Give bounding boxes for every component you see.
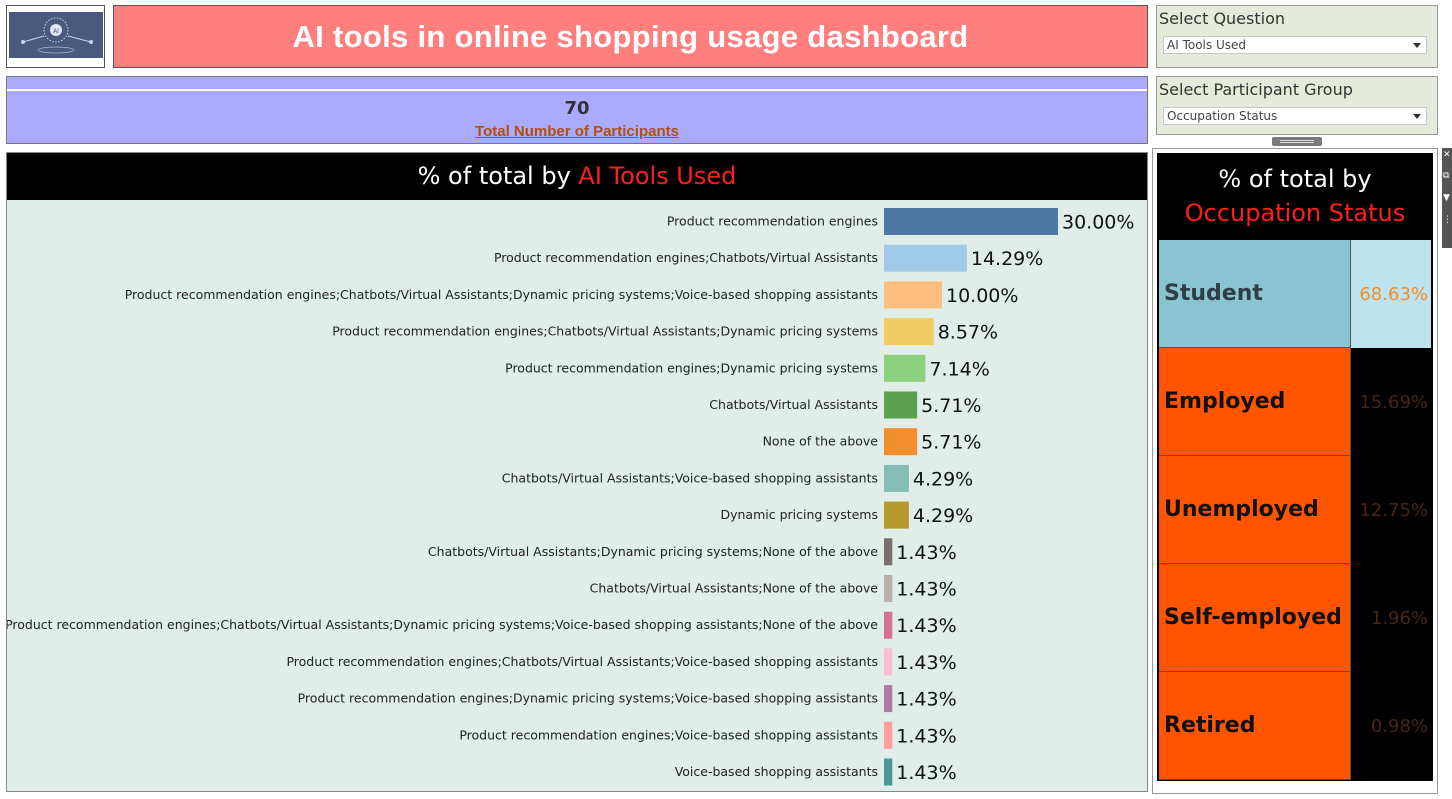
select-group-value: Occupation Status bbox=[1167, 109, 1278, 123]
occupation-percent: 1.96% bbox=[1351, 564, 1431, 672]
select-question-dropdown[interactable]: AI Tools Used bbox=[1163, 36, 1427, 54]
bar[interactable] bbox=[884, 501, 909, 529]
bar-value-label: 7.14% bbox=[929, 358, 989, 380]
occupation-percent: 12.75% bbox=[1351, 456, 1431, 564]
occupation-percent: 15.69% bbox=[1351, 348, 1431, 456]
bar-category-label: Product recommendation engines;Dynamic p… bbox=[505, 360, 878, 375]
bar-value-label: 1.43% bbox=[896, 579, 956, 601]
occupation-row[interactable]: Retired 0.98% bbox=[1159, 672, 1431, 780]
occupation-row[interactable]: Employed 15.69% bbox=[1159, 348, 1431, 456]
bar[interactable] bbox=[884, 575, 893, 602]
bar[interactable] bbox=[884, 538, 893, 566]
occupation-table: % of total by Occupation Status Student 6… bbox=[1157, 153, 1433, 781]
bar[interactable] bbox=[884, 464, 909, 492]
chevron-down-icon[interactable] bbox=[1413, 43, 1421, 48]
bar-category-label: Voice-based shopping assistants bbox=[675, 764, 878, 779]
bar[interactable] bbox=[884, 391, 918, 419]
occupation-name: Unemployed bbox=[1159, 456, 1351, 564]
bar[interactable] bbox=[884, 281, 942, 309]
bar-value-label: 1.43% bbox=[896, 762, 956, 784]
resize-handle[interactable] bbox=[1272, 137, 1322, 146]
occupation-title-prefix: % of total by bbox=[1218, 165, 1372, 193]
bar[interactable] bbox=[884, 428, 918, 456]
bar[interactable] bbox=[884, 354, 926, 382]
bar-category-label: Chatbots/Virtual Assistants;None of the … bbox=[590, 581, 879, 596]
occupation-name: Self-employed bbox=[1159, 564, 1351, 672]
bar[interactable] bbox=[884, 758, 893, 786]
bar[interactable] bbox=[884, 648, 893, 676]
worksheet-toolbar: ✕ ⧉ ▼ ⋮ bbox=[1442, 148, 1452, 248]
bar-category-label: Chatbots/Virtual Assistants;Voice-based … bbox=[502, 470, 878, 485]
occupation-title-accent: Occupation Status bbox=[1184, 199, 1406, 227]
bar-category-label: Product recommendation engines;Chatbots/… bbox=[7, 617, 878, 632]
bar-value-label: 1.43% bbox=[896, 689, 956, 711]
bar-value-label: 4.29% bbox=[913, 505, 973, 527]
select-question-label: Select Question bbox=[1159, 9, 1286, 28]
occupation-percent: 68.63% bbox=[1351, 240, 1431, 348]
bar-value-label: 1.43% bbox=[896, 725, 956, 747]
select-group-label: Select Participant Group bbox=[1159, 80, 1353, 99]
bar[interactable] bbox=[884, 244, 967, 272]
bar-value-label: 1.43% bbox=[896, 652, 956, 674]
bar-value-label: 8.57% bbox=[938, 322, 998, 344]
open-icon[interactable]: ⧉ bbox=[1443, 171, 1450, 181]
filter-icon[interactable]: ▼ bbox=[1443, 193, 1450, 203]
occupation-name: Retired bbox=[1159, 672, 1351, 780]
chart-title-accent: AI Tools Used bbox=[578, 162, 737, 190]
svg-text:AI: AI bbox=[53, 28, 59, 35]
bar[interactable] bbox=[884, 685, 893, 713]
occupation-title: % of total by Occupation Status bbox=[1157, 153, 1433, 239]
bar[interactable] bbox=[884, 611, 893, 639]
occupation-row[interactable]: Student 68.63% bbox=[1159, 240, 1431, 348]
bar-value-label: 4.29% bbox=[913, 468, 973, 490]
chevron-down-icon[interactable] bbox=[1413, 114, 1421, 119]
ai-brain-logo: AI bbox=[9, 12, 103, 58]
occupation-percent: 0.98% bbox=[1351, 672, 1431, 780]
kpi-panel: 70 Total Number of Participants bbox=[6, 76, 1148, 144]
occupation-row[interactable]: Self-employed 1.96% bbox=[1159, 564, 1431, 672]
bar-chart-plot: Product recommendation engines 30.00% Prod… bbox=[7, 208, 1134, 786]
occupation-row[interactable]: Unemployed 12.75% bbox=[1159, 456, 1431, 564]
bar-value-label: 1.43% bbox=[896, 542, 956, 564]
select-participant-group-filter: Select Participant Group Occupation Stat… bbox=[1156, 76, 1438, 135]
occupation-name: Student bbox=[1159, 240, 1351, 348]
bar-category-label: Product recommendation engines;Chatbots/… bbox=[332, 324, 878, 339]
kpi-value: 70 bbox=[564, 98, 590, 119]
bar-value-label: 10.00% bbox=[946, 285, 1018, 307]
kpi-label: Total Number of Participants bbox=[475, 123, 679, 140]
bar[interactable] bbox=[884, 721, 893, 749]
close-icon[interactable]: ✕ bbox=[1443, 150, 1451, 160]
select-question-value: AI Tools Used bbox=[1167, 38, 1246, 52]
bar[interactable] bbox=[884, 208, 1058, 235]
bar-category-label: Chatbots/Virtual Assistants;Dynamic pric… bbox=[428, 544, 878, 559]
bar-category-label: Dynamic pricing systems bbox=[720, 507, 878, 522]
bar-category-label: Product recommendation engines;Chatbots/… bbox=[286, 654, 878, 669]
occupation-panel: % of total by Occupation Status Student 6… bbox=[1152, 148, 1438, 794]
chart-title-prefix: % of total by bbox=[417, 162, 571, 190]
bar-category-label: Chatbots/Virtual Assistants bbox=[709, 397, 878, 412]
bar-value-label: 14.29% bbox=[971, 248, 1043, 270]
bar-category-label: Product recommendation engines;Chatbots/… bbox=[125, 287, 878, 302]
bar[interactable] bbox=[884, 318, 934, 346]
bar-value-label: 1.43% bbox=[896, 615, 956, 637]
bar-category-label: None of the above bbox=[763, 434, 879, 449]
chart-title: % of total by AI Tools Used bbox=[7, 153, 1147, 200]
bar-category-label: Product recommendation engines;Dynamic p… bbox=[298, 691, 878, 706]
dashboard-title-banner: AI tools in online shopping usage dashbo… bbox=[113, 5, 1148, 68]
more-options-icon[interactable]: ⋮ bbox=[1443, 215, 1452, 225]
bar-category-label: Product recommendation engines bbox=[667, 214, 878, 229]
logo-container: AI bbox=[6, 5, 105, 68]
bar-category-label: Product recommendation engines;Voice-bas… bbox=[459, 727, 878, 742]
ai-tools-bar-chart: % of total by AI Tools Used Product reco… bbox=[6, 152, 1148, 792]
select-question-filter: Select Question AI Tools Used bbox=[1156, 5, 1438, 68]
bar-value-label: 30.00% bbox=[1062, 212, 1134, 234]
bar-value-label: 5.71% bbox=[921, 395, 981, 417]
dashboard-title: AI tools in online shopping usage dashbo… bbox=[292, 18, 969, 54]
bar-category-label: Product recommendation engines;Chatbots/… bbox=[494, 250, 878, 265]
select-group-dropdown[interactable]: Occupation Status bbox=[1163, 107, 1427, 125]
bar-value-label: 5.71% bbox=[921, 432, 981, 454]
occupation-name: Employed bbox=[1159, 348, 1351, 456]
kpi-divider bbox=[7, 89, 1147, 91]
